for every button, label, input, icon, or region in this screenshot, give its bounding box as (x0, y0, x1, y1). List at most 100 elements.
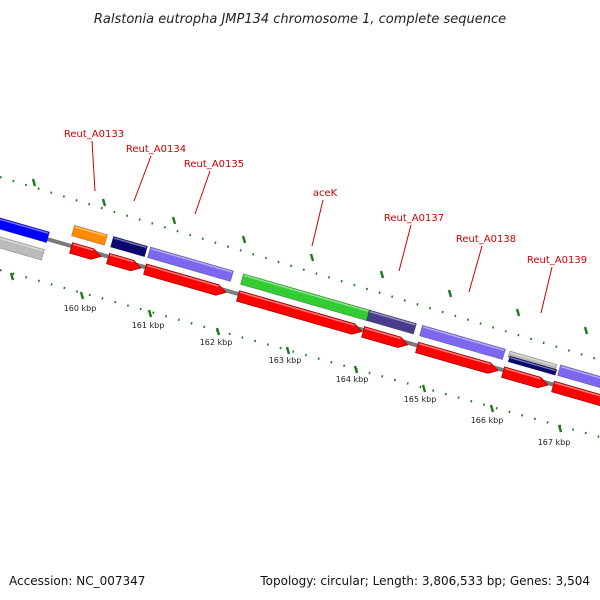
scale-tick-label: 160 kbp (64, 304, 97, 313)
feature-gene-next-shape (557, 364, 600, 391)
feature-cds-next-shape (551, 380, 600, 406)
feature-reut-a0134-shape (110, 236, 148, 258)
feature-reut-a0138 (419, 324, 506, 361)
gene-label-leader (468, 245, 483, 293)
major-tick-inner (353, 365, 359, 374)
feature-cds-a0133-shape (69, 242, 102, 260)
scale-tick-label: 166 kbp (471, 416, 504, 425)
feature-cds-next-highlight (554, 382, 600, 398)
gene-label-leader (133, 155, 152, 202)
feature-cds-a0133-highlight (72, 243, 94, 251)
major-tick-inner (285, 346, 291, 355)
major-tick-inner (489, 404, 495, 413)
feature-cds-acek-shape (236, 290, 363, 335)
scale-tick-label: 161 kbp (132, 321, 165, 330)
gene-label-leader (311, 199, 324, 247)
feature-gene-blue-highlight (0, 216, 49, 234)
gene-label[interactable]: Reut_A0134 (126, 144, 186, 155)
feature-acek (240, 273, 370, 321)
feature-cds-acek-highlight (239, 291, 355, 326)
feature-cds-a0138 (415, 341, 499, 374)
feature-gene-blue-shape (0, 214, 50, 243)
scale-tick-label: 165 kbp (404, 395, 437, 404)
major-tick-inner (9, 272, 15, 281)
major-tick-inner (215, 327, 221, 336)
gene-label[interactable]: Reut_A0133 (64, 129, 124, 140)
scale-tick-label: 162 kbp (200, 338, 233, 347)
major-tick-outer (171, 216, 177, 225)
gene-label[interactable]: Reut_A0137 (384, 213, 444, 224)
outer-dotted-ring (0, 175, 600, 362)
scale-ticks: 160 kbp 161 kbp 162 kbp 163 kbp 164 kbp 165 k… (9, 178, 589, 447)
feature-reut-a0139-shape (507, 355, 558, 376)
feature-reut-a0133 (71, 224, 108, 246)
feature-cds-next (551, 380, 600, 406)
feature-reut-a0134 (110, 236, 148, 258)
feature-gene-gray (0, 233, 45, 261)
feature-acek-2-highlight (369, 311, 416, 326)
feature-reut-a0135 (147, 246, 234, 282)
feature-cds-a0135-highlight (146, 264, 219, 287)
major-tick-outer (583, 326, 589, 335)
gene-label[interactable]: aceK (313, 188, 338, 199)
feature-gene-gray-highlight (0, 235, 44, 252)
feature-track (0, 214, 600, 406)
feature-reut-a0139-gray-highlight (510, 351, 556, 367)
feature-cds-a0138-highlight (418, 343, 491, 366)
scale-tick-label: 164 kbp (336, 375, 369, 384)
major-tick-outer (515, 308, 521, 317)
gene-label-leader (194, 170, 211, 215)
feature-cds-a0134 (106, 252, 142, 272)
feature-acek-2-shape (366, 309, 417, 335)
feature-acek-highlight (243, 274, 369, 312)
gene-label[interactable]: Reut_A0138 (456, 234, 516, 245)
feature-gene-next-highlight (560, 365, 600, 382)
feature-cds-a0137-shape (361, 326, 409, 348)
major-tick-outer (379, 270, 385, 279)
feature-reut-a0138-shape (419, 324, 506, 361)
major-tick-outer (309, 253, 315, 262)
feature-reut-a0133-highlight (74, 226, 107, 237)
major-tick-inner (421, 384, 427, 393)
map-title: Ralstonia eutropha JMP134 chromosome 1, … (94, 12, 506, 27)
major-tick-inner (147, 309, 153, 318)
major-tick-outer (241, 235, 247, 244)
feature-reut-a0139 (507, 355, 558, 376)
feature-cds-a0133 (69, 242, 102, 260)
feature-reut-a0135-shape (147, 246, 234, 282)
gene-label-leader (91, 140, 96, 192)
scale-tick-label: 163 kbp (269, 356, 302, 365)
gene-label[interactable]: Reut_A0135 (184, 159, 244, 170)
feature-cds-a0137-highlight (364, 327, 401, 340)
feature-gene-blue (0, 214, 50, 243)
feature-gene-gray-shape (0, 233, 45, 261)
gene-label-leader (540, 266, 553, 314)
feature-cds-a0135 (143, 263, 227, 296)
feature-reut-a0133-shape (71, 224, 108, 246)
major-tick-outer (447, 289, 453, 298)
feature-reut-a0138-highlight (422, 326, 505, 351)
feature-reut-a0134-highlight (113, 237, 147, 249)
scale-tick-label: 167 kbp (538, 438, 571, 447)
feature-gene-next (557, 364, 600, 391)
gene-label-leader (398, 224, 412, 272)
feature-cds-a0137 (361, 326, 409, 348)
feature-cds-a0138-shape (415, 341, 499, 374)
feature-cds-a0135-shape (143, 263, 227, 296)
major-tick-inner (557, 424, 563, 433)
gene-label[interactable]: Reut_A0139 (527, 255, 587, 266)
major-tick-outer (101, 198, 107, 207)
feature-acek-2 (366, 309, 417, 335)
accession-text: Accession: NC_007347 (9, 574, 146, 588)
major-tick-outer (31, 178, 37, 187)
feature-reut-a0135-highlight (150, 248, 233, 273)
feature-cds-a0139-highlight (504, 367, 541, 380)
major-tick-inner (79, 291, 85, 300)
feature-cds-a0139-shape (501, 366, 549, 389)
genome-summary-text: Topology: circular; Length: 3,806,533 bp… (260, 574, 590, 588)
feature-reut-a0139-highlight (510, 356, 556, 372)
feature-cds-a0134-highlight (109, 254, 134, 263)
feature-cds-a0134-shape (106, 252, 142, 272)
